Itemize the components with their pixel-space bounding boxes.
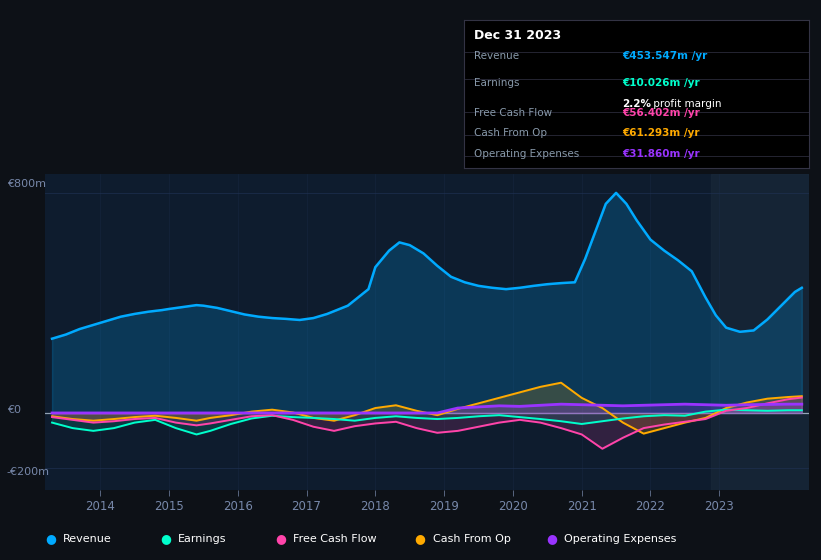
Text: Dec 31 2023: Dec 31 2023 — [475, 29, 562, 41]
Text: Free Cash Flow: Free Cash Flow — [475, 108, 553, 118]
Text: profit margin: profit margin — [650, 99, 722, 109]
Text: €0: €0 — [7, 405, 21, 415]
Text: €453.547m /yr: €453.547m /yr — [622, 51, 708, 61]
Text: 2.2%: 2.2% — [622, 99, 652, 109]
Text: Revenue: Revenue — [475, 51, 520, 61]
Text: Operating Expenses: Operating Expenses — [564, 534, 677, 544]
Text: €800m: €800m — [7, 179, 46, 189]
Text: ●: ● — [546, 532, 557, 545]
Text: €10.026m /yr: €10.026m /yr — [622, 78, 700, 88]
Text: Cash From Op: Cash From Op — [433, 534, 511, 544]
Text: -€200m: -€200m — [7, 467, 49, 477]
Text: Free Cash Flow: Free Cash Flow — [293, 534, 377, 544]
Text: ●: ● — [275, 532, 286, 545]
Text: ●: ● — [160, 532, 171, 545]
Text: €61.293m /yr: €61.293m /yr — [622, 128, 700, 138]
Text: Cash From Op: Cash From Op — [475, 128, 548, 138]
Text: Revenue: Revenue — [63, 534, 112, 544]
Text: €31.860m /yr: €31.860m /yr — [622, 149, 700, 159]
Text: ●: ● — [415, 532, 425, 545]
Text: Earnings: Earnings — [178, 534, 227, 544]
Bar — [711, 174, 809, 490]
Text: ●: ● — [45, 532, 56, 545]
Text: Earnings: Earnings — [475, 78, 520, 88]
Text: €56.402m /yr: €56.402m /yr — [622, 108, 700, 118]
Text: Operating Expenses: Operating Expenses — [475, 149, 580, 159]
